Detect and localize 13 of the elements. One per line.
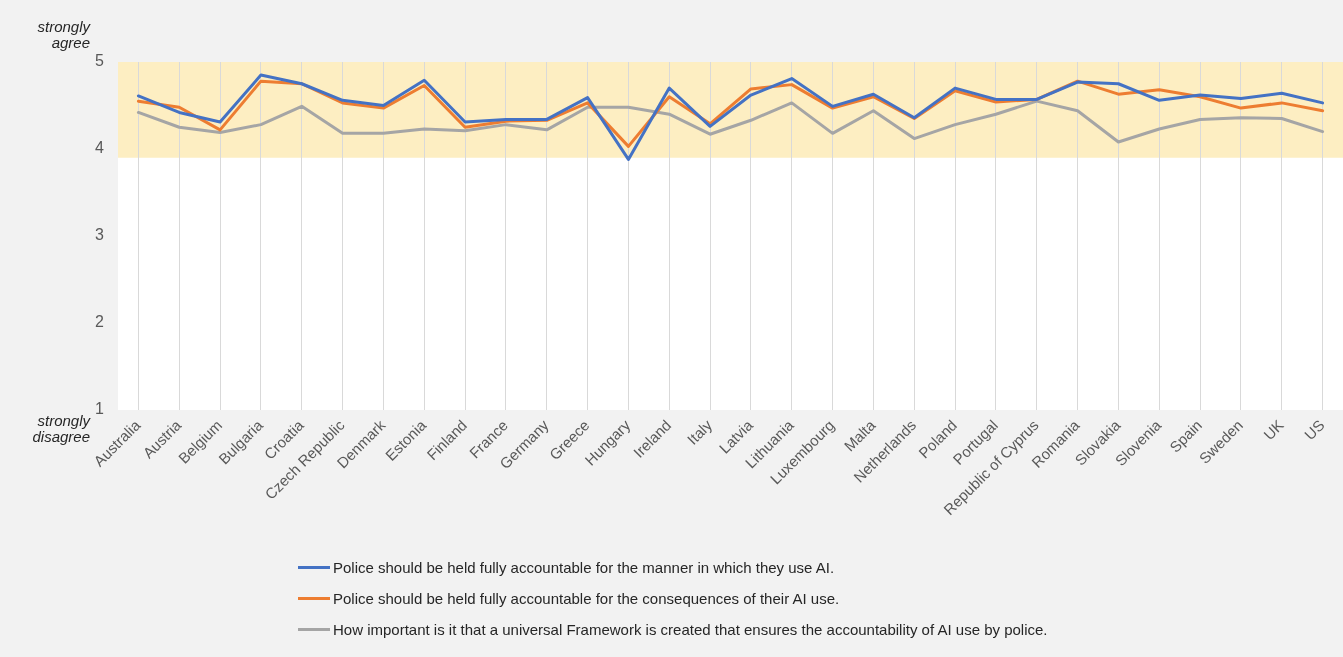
legend-label: How important is it that a universal Framework is created that ensures the accountability of AI use by police.	[333, 621, 1048, 638]
y-tick-label: 3	[95, 226, 105, 244]
y-tick-label: 2	[95, 313, 105, 331]
text: strongly agree	[37, 18, 92, 51]
legend-label: Police should be held fully accountable for the consequences of their AI use.	[333, 590, 840, 607]
x-tick-label: Italy	[683, 416, 716, 448]
text: strongly disagree	[32, 412, 92, 445]
y-tick-label: 4	[95, 139, 105, 157]
x-tick-label: UK	[1260, 416, 1287, 444]
legend-label: Police should be held fully accountable for the manner in which they use AI.	[333, 559, 835, 576]
x-tick-label: US	[1300, 416, 1328, 444]
y-tick-label: 1	[95, 400, 105, 418]
y-tick-label: 5	[95, 52, 105, 70]
